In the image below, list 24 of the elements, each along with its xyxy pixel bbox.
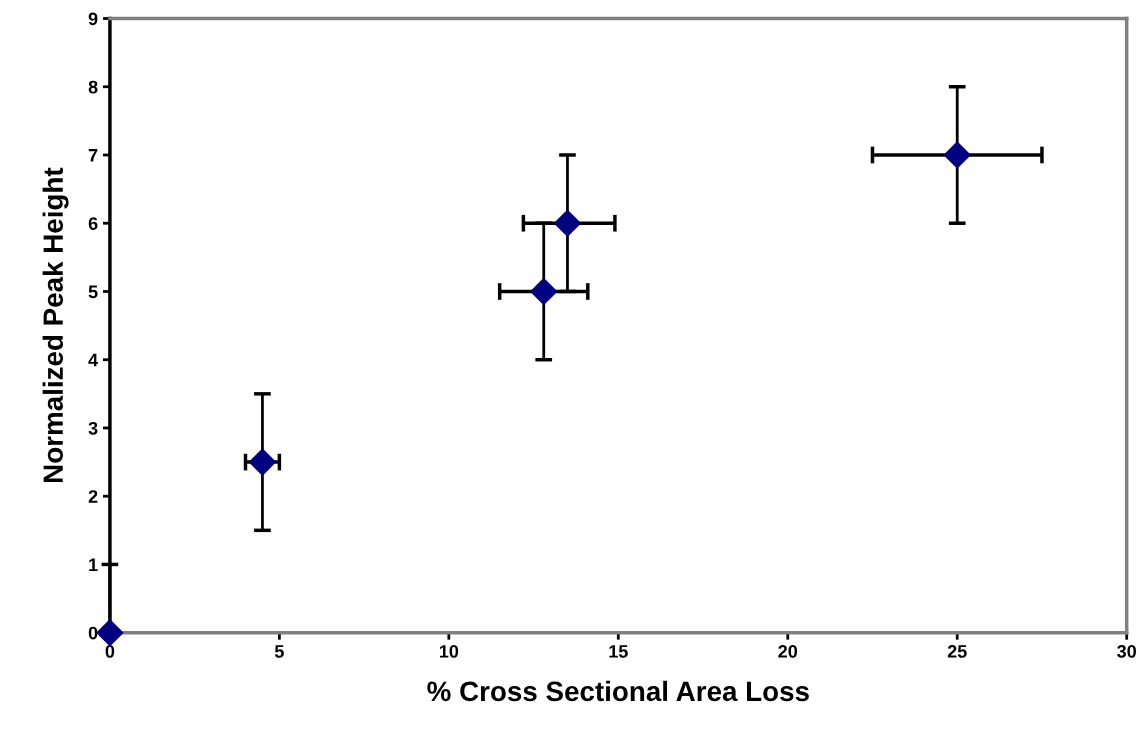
y-tick-label: 1 [89,558,98,571]
point [248,448,276,476]
x-tick-label: 10 [439,644,459,658]
y-tick-label: 8 [88,80,98,94]
point [96,619,124,647]
y-tick-label: 7 [88,149,98,162]
x-tick-label: 20 [778,644,798,658]
y-tick-label: 2 [88,490,98,503]
y-tick-label: 3 [88,421,98,435]
point [943,141,971,169]
x-tick-label: 0 [105,644,115,658]
x-tick-label: 15 [609,645,628,658]
x-tick-label: 25 [947,644,967,658]
y-axis-title: Normalized Peak Height [42,167,69,482]
x-axis-title: % Cross Sectional Area Loss [427,680,809,702]
y-tick-label: 5 [88,285,98,299]
x-tick-label: 30 [1117,644,1136,658]
point [530,277,558,305]
point [553,209,581,237]
y-tick-label: 6 [88,217,98,230]
y-tick-label: 0 [88,626,98,640]
y-tick-label: 4 [88,353,99,367]
x-tick-label: 5 [274,645,284,658]
y-tick-label: 9 [88,12,98,26]
